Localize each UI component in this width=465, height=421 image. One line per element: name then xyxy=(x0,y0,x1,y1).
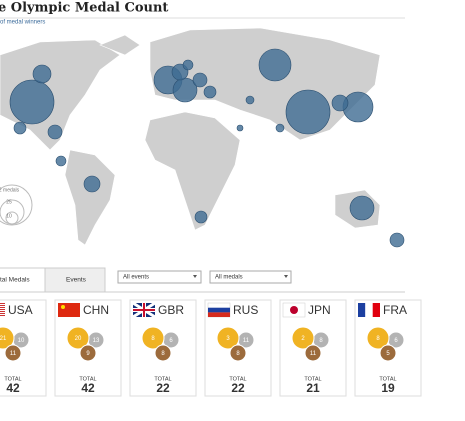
gold-bubble xyxy=(141,326,165,350)
flag xyxy=(0,311,5,312)
silver-count: 8 xyxy=(319,338,323,344)
gold-bubble xyxy=(216,326,240,350)
flag xyxy=(290,306,298,314)
map xyxy=(0,27,405,248)
total-count: 19 xyxy=(381,381,395,395)
total-count: 21 xyxy=(306,381,320,395)
country-code: JPN xyxy=(308,303,331,317)
total-label: TOTAL xyxy=(154,376,171,382)
flag xyxy=(372,303,380,317)
flag xyxy=(0,313,5,314)
bronze-bubble xyxy=(154,344,172,362)
flag xyxy=(58,303,80,317)
bronze-bubble xyxy=(379,344,397,362)
bronze-count: 11 xyxy=(10,351,17,357)
subtitle: of medal winners xyxy=(0,20,45,26)
legend-label: 25 xyxy=(6,199,12,205)
silver-count: 11 xyxy=(243,338,250,344)
gold-bubble xyxy=(366,326,390,350)
dropdown-label[interactable]: All events xyxy=(123,275,149,281)
silver-count: 10 xyxy=(18,338,25,344)
bronze-count: 11 xyxy=(310,351,317,357)
dropdown-arrow xyxy=(284,275,288,278)
gold-bubble xyxy=(0,326,15,350)
total-label: TOTAL xyxy=(379,376,396,382)
total-count: 22 xyxy=(156,381,170,395)
gold-count: 3 xyxy=(226,336,230,342)
flag xyxy=(282,302,306,318)
bronze-count: 8 xyxy=(161,351,165,357)
total-label: TOTAL xyxy=(79,376,96,382)
flag xyxy=(208,312,230,317)
flag xyxy=(61,305,65,309)
total-label: TOTAL xyxy=(229,376,246,382)
gold-count: 8 xyxy=(151,336,155,342)
gold-count: 2 xyxy=(301,336,305,342)
bronze-bubble xyxy=(229,344,247,362)
total-count: 22 xyxy=(231,381,245,395)
silver-count: 6 xyxy=(394,338,398,344)
flag xyxy=(358,303,366,317)
dropdown-label[interactable]: All medals xyxy=(215,275,243,281)
flag xyxy=(133,303,155,317)
dropdown-arrow xyxy=(193,275,197,278)
flag xyxy=(365,303,373,317)
silver-count: 6 xyxy=(169,338,173,344)
gold-count: 20 xyxy=(75,336,82,342)
gold-count: 21 xyxy=(0,336,7,342)
country-code: FRA xyxy=(383,303,407,317)
gold-bubble xyxy=(291,326,315,350)
total-label: TOTAL xyxy=(4,376,21,382)
tab-label[interactable]: Events xyxy=(66,277,87,284)
flag xyxy=(208,307,230,313)
flag xyxy=(0,303,5,317)
flag xyxy=(0,305,5,306)
country-code: USA xyxy=(8,303,33,317)
bronze-count: 5 xyxy=(386,351,390,357)
bronze-bubble xyxy=(79,344,97,362)
title: e Olympic Medal Count xyxy=(0,1,168,16)
flag xyxy=(0,303,5,304)
flag xyxy=(207,302,231,318)
total-label: TOTAL xyxy=(304,376,321,382)
dropdown[interactable] xyxy=(209,270,292,284)
tab-label[interactable]: tal Medals xyxy=(0,277,30,284)
flag xyxy=(358,303,380,317)
total-count: 42 xyxy=(6,381,20,395)
total-count: 42 xyxy=(81,381,95,395)
country-code: RUS xyxy=(233,303,258,317)
legend-label: 10 xyxy=(6,213,12,219)
country-code: CHN xyxy=(83,303,109,317)
bronze-bubble xyxy=(4,344,22,362)
flag xyxy=(58,303,80,317)
flag xyxy=(0,315,5,316)
legend-label: 2 medals xyxy=(0,187,20,193)
size-legend xyxy=(0,184,33,226)
bronze-count: 8 xyxy=(236,351,240,357)
gold-count: 8 xyxy=(376,336,380,342)
bronze-bubble xyxy=(304,344,322,362)
dropdown[interactable] xyxy=(117,270,202,284)
flag xyxy=(0,309,5,310)
flag xyxy=(0,307,5,308)
gold-bubble xyxy=(66,326,90,350)
country-code: GBR xyxy=(158,303,184,317)
bronze-count: 9 xyxy=(86,351,90,357)
flag xyxy=(132,301,156,319)
silver-count: 13 xyxy=(93,338,100,344)
